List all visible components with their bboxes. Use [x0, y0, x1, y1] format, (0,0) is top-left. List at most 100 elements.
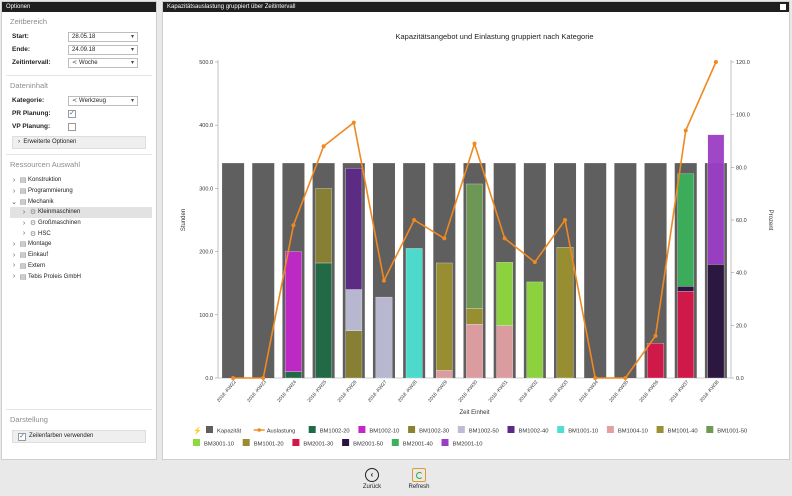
legend-swatch[interactable] [193, 439, 200, 446]
darstellung-section: Darstellung ✓ Zeilenfarben verwenden [6, 409, 152, 448]
capacity-chart: Kapazitätsangebot und Einlastung gruppie… [181, 32, 773, 448]
legend-swatch[interactable] [206, 426, 213, 433]
x-tick-label: 2018 -KW37 [669, 379, 691, 404]
tree-item-label: Einkauf [28, 252, 49, 259]
legend-swatch[interactable] [292, 439, 300, 446]
pr-planung-checkbox[interactable]: ✓ [68, 109, 76, 118]
ende-label: Ende: [12, 46, 31, 53]
legend-swatch[interactable] [408, 426, 416, 433]
chevron-right-icon[interactable]: › [22, 219, 26, 227]
chevron-down-icon: ▾ [130, 97, 134, 104]
auslastung-point [593, 376, 598, 380]
auslastung-point [472, 141, 477, 146]
tree-item-label: Montage [28, 241, 52, 248]
legend-toggle-icon[interactable]: ⚡ [193, 426, 202, 435]
series-bar-bm1001-40 [466, 308, 483, 325]
auslastung-point [563, 218, 568, 222]
auslastung-point [321, 144, 326, 149]
kategorie-value: Werkzeug [79, 97, 106, 104]
legend-swatch[interactable] [342, 439, 350, 446]
machine-icon: ⚙ [29, 230, 37, 238]
legend-swatch[interactable] [391, 439, 399, 446]
tree-item-label: Mechanik [28, 198, 54, 205]
tree-item-hsc[interactable]: › ⚙ HSC [10, 228, 152, 239]
ressourcen-section: Ressourcen Auswahl › ▤ Konstruktion › ▤ Progr… [6, 155, 152, 286]
intervall-value: Woche [79, 59, 98, 66]
tree-item-tebis-proleis-gmbh[interactable]: › ▤ Tebis Proleis GmbH [10, 271, 152, 282]
maximize-icon[interactable] [780, 4, 786, 10]
series-bar-bm2001-40 [677, 173, 695, 287]
legend-swatch[interactable] [606, 426, 614, 433]
back-button[interactable]: ‹ Zurück [352, 468, 392, 490]
folder-icon: ▤ [19, 252, 27, 260]
ende-date-picker[interactable]: 24.09.18 ▾ [68, 44, 138, 55]
kategorie-select[interactable]: ≺ Werkzeug ▾ [68, 95, 138, 106]
folder-icon: ▤ [19, 262, 27, 270]
legend-label: BM1002-50 [469, 429, 499, 435]
tree-item-einkauf[interactable]: › ▤ Einkauf [10, 250, 152, 261]
start-label: Start: [12, 33, 29, 40]
auslastung-point [713, 60, 718, 64]
start-date-picker[interactable]: 28.05.18 ▾ [68, 31, 138, 42]
dateninhalt-section: Dateninhalt Kategorie: ≺ Werkzeug ▾ PR Pl… [6, 76, 152, 155]
x-axis-label: Zeit Einheit [459, 410, 489, 416]
capacity-bar [644, 163, 667, 378]
x-tick-label: 2018 -KW25 [306, 379, 328, 404]
erweiterte-optionen-expander[interactable]: › Erweiterte Optionen [12, 136, 146, 149]
chevron-down-icon: ▾ [130, 46, 134, 53]
legend-swatch[interactable] [706, 426, 714, 433]
series-bar-bm1002-50 [375, 296, 393, 379]
ende-date-value: 24.09.18 [72, 46, 96, 53]
series-bar-bm1001-50 [466, 183, 483, 309]
zeilenfarben-label: Zeilenfarben verwenden [29, 433, 94, 439]
legend-swatch[interactable] [308, 426, 316, 433]
legend-swatch[interactable] [441, 439, 449, 446]
tree-item-montage[interactable]: › ▤ Montage [10, 239, 152, 250]
chevron-right-icon[interactable]: › [12, 273, 16, 281]
vp-label: VP Planung: [12, 123, 51, 130]
y-tick-label: 400.0 [199, 123, 213, 129]
intervall-select[interactable]: ≺ Woche ▾ [68, 57, 138, 68]
x-tick-label: 2018 -KW32 [518, 379, 540, 404]
arrow-left-icon: ‹ [365, 468, 379, 482]
zeilenfarben-checkbox[interactable]: ✓ [18, 432, 26, 441]
legend-swatch[interactable] [242, 439, 250, 446]
y2-tick-label: 0.0 [736, 376, 744, 382]
legend-label: Kapazität [217, 429, 242, 435]
legend-swatch[interactable] [557, 426, 565, 433]
options-titlebar: Optionen [2, 2, 156, 12]
chevron-right-icon[interactable]: › [12, 187, 16, 195]
legend-swatch[interactable] [656, 426, 664, 433]
legend-label: Auslastung [267, 429, 296, 435]
chevron-right-icon[interactable]: › [12, 176, 16, 184]
vp-planung-checkbox[interactable] [68, 122, 76, 131]
tree-item-großmaschinen[interactable]: › ⚙ Großmaschinen [10, 218, 152, 229]
tree-item-extern[interactable]: › ▤ Extern [10, 261, 152, 272]
series-bar-bm1004-10 [436, 370, 453, 379]
chevron-right-icon[interactable]: › [22, 208, 26, 216]
tree-item-konstruktion[interactable]: › ▤ Konstruktion [10, 175, 152, 186]
x-tick-label: 2018 -KW23 [246, 379, 268, 404]
intervall-row: Zeitintervall: ≺ Woche ▾ [6, 56, 152, 69]
chevron-right-icon[interactable]: › [22, 230, 26, 238]
chevron-right-icon[interactable]: › [12, 262, 16, 270]
tree-item-kleinmaschinen[interactable]: › ⚙ Kleinmaschinen [10, 207, 152, 218]
tree-item-mechanik[interactable]: ⌄ ▤ Mechanik [10, 196, 152, 207]
series-bar-bm1002-10 [285, 251, 302, 372]
zeilenfarben-row[interactable]: ✓ Zeilenfarben verwenden [12, 430, 146, 443]
y-tick-label: 300.0 [199, 186, 213, 192]
series-bar-bm1002-20 [315, 262, 332, 379]
legend-swatch[interactable] [507, 426, 515, 433]
chevron-right-icon[interactable]: › [12, 240, 16, 248]
legend-swatch[interactable] [457, 426, 465, 433]
x-tick-label: 2018 -KW30 [457, 379, 479, 404]
legend-swatch[interactable] [358, 426, 366, 433]
refresh-button[interactable]: Refresh [399, 468, 439, 490]
chevron-down-icon: ▾ [130, 59, 134, 66]
chevron-down-icon[interactable]: ⌄ [11, 198, 17, 206]
folder-icon: ▤ [19, 188, 27, 196]
auslastung-point [502, 236, 507, 241]
chevron-right-icon[interactable]: › [12, 251, 16, 259]
tree-item-programmierung[interactable]: › ▤ Programmierung [10, 186, 152, 197]
capacity-bar [584, 163, 607, 378]
